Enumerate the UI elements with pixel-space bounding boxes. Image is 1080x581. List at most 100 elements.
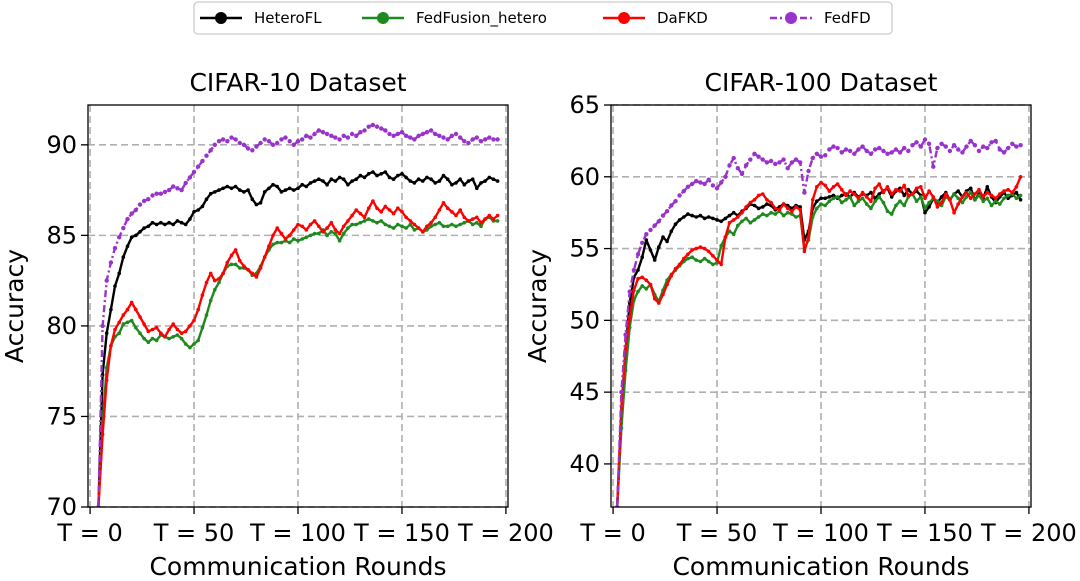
data-point	[179, 187, 184, 193]
data-point	[254, 144, 259, 149]
data-point	[233, 184, 238, 189]
data-point	[383, 222, 388, 227]
data-point	[300, 224, 305, 229]
data-point	[781, 157, 786, 162]
data-point	[981, 144, 986, 149]
data-point	[864, 148, 869, 154]
data-point	[416, 177, 421, 181]
data-point	[279, 137, 284, 142]
data-point	[117, 235, 122, 240]
data-point	[445, 206, 450, 210]
data-point	[669, 274, 674, 278]
data-point	[743, 163, 749, 168]
data-point	[935, 205, 940, 209]
data-point	[208, 148, 213, 153]
legend-marker	[785, 12, 797, 24]
data-point	[441, 224, 446, 229]
data-point	[847, 148, 853, 154]
data-point	[171, 322, 175, 326]
data-point	[245, 146, 251, 151]
data-point	[454, 181, 458, 185]
data-point	[138, 315, 142, 319]
data-point	[113, 327, 117, 332]
data-point	[1018, 198, 1023, 202]
data-point	[362, 175, 367, 180]
data-point	[254, 202, 259, 207]
data-point	[731, 232, 736, 236]
data-point	[283, 135, 288, 140]
x-tick-label: T = 50	[153, 519, 235, 547]
data-point	[279, 190, 284, 194]
y-tick-label: 75	[46, 402, 77, 430]
data-point	[714, 186, 720, 191]
data-point	[761, 212, 765, 216]
data-point	[706, 177, 711, 182]
data-point	[777, 160, 782, 165]
data-point	[271, 242, 275, 247]
data-point	[262, 137, 267, 142]
data-point	[1005, 145, 1011, 151]
data-point	[196, 164, 201, 169]
data-point	[275, 240, 280, 245]
data-point	[233, 137, 238, 142]
data-point	[478, 139, 484, 144]
legend-frame	[193, 1, 893, 35]
data-point	[175, 219, 180, 223]
data-point	[644, 232, 649, 237]
data-point	[1014, 196, 1019, 201]
data-point	[159, 220, 163, 225]
data-point	[736, 223, 740, 228]
data-point	[371, 219, 375, 223]
data-point	[433, 215, 438, 220]
data-point	[462, 215, 467, 220]
data-point	[664, 209, 670, 214]
data-point	[333, 228, 338, 232]
data-point	[204, 153, 209, 158]
data-point	[740, 210, 744, 215]
data-point	[134, 307, 138, 312]
legend-marker	[377, 12, 389, 24]
data-point	[229, 186, 234, 191]
data-point	[429, 224, 433, 229]
data-point	[146, 329, 151, 334]
data-point	[491, 177, 496, 181]
data-point	[706, 249, 711, 254]
data-point	[632, 288, 636, 293]
data-point	[893, 147, 899, 152]
data-point	[648, 282, 653, 287]
data-point	[325, 233, 329, 238]
data-point	[383, 204, 388, 209]
data-point	[371, 199, 375, 203]
data-point	[689, 181, 695, 187]
data-point	[848, 189, 852, 193]
data-point	[142, 226, 146, 230]
data-point	[154, 191, 159, 196]
data-point	[752, 151, 757, 156]
data-point	[694, 215, 698, 219]
data-point	[212, 142, 217, 147]
data-point	[217, 277, 221, 281]
data-point	[835, 145, 840, 151]
data-point	[769, 200, 773, 205]
data-point	[839, 150, 844, 155]
data-point	[225, 260, 230, 265]
data-point	[661, 292, 665, 297]
data-point	[810, 198, 815, 202]
series-heterofl	[615, 185, 1023, 507]
data-point	[296, 222, 300, 227]
data-point	[333, 231, 338, 236]
data-point	[362, 128, 367, 133]
data-point	[408, 179, 413, 183]
data-point	[304, 184, 309, 189]
data-point	[686, 252, 690, 257]
data-point	[129, 300, 134, 305]
data-point	[777, 208, 782, 212]
data-point	[133, 207, 138, 213]
data-point	[648, 227, 653, 233]
data-point	[337, 137, 342, 142]
data-point	[989, 140, 994, 145]
data-point	[333, 135, 338, 140]
data-point	[458, 135, 463, 140]
data-point	[296, 239, 300, 243]
